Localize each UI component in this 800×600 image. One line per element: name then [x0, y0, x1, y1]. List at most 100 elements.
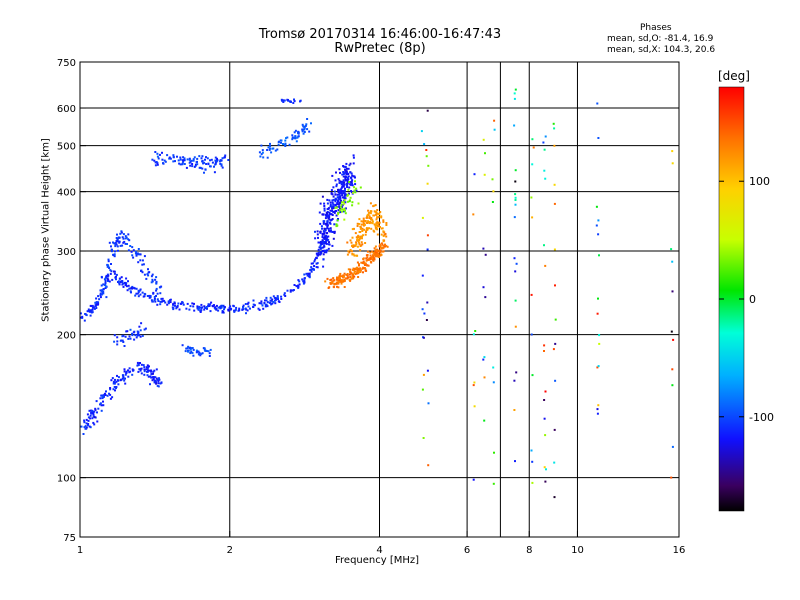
data-point — [351, 201, 354, 204]
data-point — [99, 289, 102, 292]
data-point — [317, 253, 320, 256]
data-point — [322, 222, 325, 225]
data-point — [514, 88, 517, 91]
data-point — [280, 298, 283, 300]
colorbar-tick-label: 100 — [749, 175, 770, 188]
data-point — [346, 274, 349, 277]
data-point — [319, 244, 322, 247]
data-point — [360, 226, 362, 229]
data-point — [146, 364, 149, 367]
data-point — [149, 295, 152, 297]
data-point — [344, 212, 347, 215]
data-point — [346, 183, 349, 186]
data-point — [513, 92, 516, 95]
data-point — [112, 382, 115, 385]
data-point — [192, 159, 195, 162]
data-point — [373, 247, 376, 250]
data-point — [366, 222, 369, 224]
data-point — [359, 267, 362, 270]
data-point — [597, 137, 600, 139]
data-point — [354, 244, 357, 247]
data-point — [143, 366, 146, 369]
data-point — [336, 282, 339, 285]
data-point — [200, 157, 203, 160]
data-point — [127, 233, 130, 236]
data-point — [204, 168, 207, 171]
data-point — [197, 350, 200, 353]
data-point — [329, 201, 332, 204]
data-point — [293, 131, 296, 134]
data-point — [153, 297, 156, 300]
data-point — [353, 186, 355, 189]
data-point — [381, 227, 384, 230]
data-point — [365, 254, 368, 257]
data-point — [360, 223, 363, 226]
data-point — [382, 220, 385, 223]
data-point — [380, 233, 383, 236]
data-point — [93, 307, 96, 310]
data-point — [360, 220, 363, 223]
data-point — [373, 253, 376, 256]
data-point — [379, 249, 382, 252]
data-point — [310, 268, 313, 271]
data-point — [186, 302, 189, 305]
data-point — [112, 241, 114, 244]
data-point — [359, 236, 362, 239]
data-point — [351, 244, 354, 247]
data-point — [95, 297, 98, 300]
data-point — [209, 348, 212, 351]
data-point — [343, 181, 346, 184]
data-point — [186, 347, 189, 350]
data-point — [196, 157, 199, 160]
data-point — [156, 163, 159, 166]
data-point — [323, 236, 326, 239]
data-point — [302, 132, 305, 135]
data-point — [127, 337, 130, 340]
data-point — [131, 246, 134, 249]
data-point — [544, 434, 547, 437]
data-point — [366, 215, 369, 218]
data-point — [531, 216, 534, 219]
data-point — [329, 213, 332, 216]
data-point — [352, 245, 354, 248]
data-point — [314, 230, 316, 233]
data-point — [373, 223, 376, 226]
data-point — [157, 157, 160, 160]
data-point — [205, 156, 207, 159]
data-point — [294, 137, 297, 140]
data-point — [104, 283, 107, 286]
data-point — [285, 137, 287, 140]
data-point — [87, 424, 89, 427]
data-point — [259, 155, 262, 158]
data-point — [124, 335, 127, 338]
data-point — [128, 239, 131, 242]
data-point — [376, 228, 379, 231]
data-point — [356, 225, 359, 227]
data-point — [357, 241, 360, 244]
data-point — [492, 482, 495, 485]
data-point — [83, 426, 86, 429]
data-point — [144, 327, 147, 330]
data-point — [343, 286, 346, 288]
data-point — [109, 387, 112, 389]
data-point — [352, 154, 355, 157]
data-point — [151, 300, 154, 303]
data-point — [553, 248, 556, 251]
data-point — [365, 259, 368, 262]
data-point — [338, 275, 341, 278]
data-point — [376, 216, 379, 219]
x-tick-label: 8 — [526, 545, 532, 556]
data-point — [284, 145, 287, 147]
data-point — [344, 187, 346, 190]
data-point — [108, 392, 110, 395]
data-point — [352, 162, 355, 165]
data-point — [543, 417, 546, 420]
data-point — [345, 176, 348, 178]
data-point — [121, 374, 124, 377]
data-point — [671, 384, 674, 387]
data-point — [161, 151, 163, 154]
data-point — [492, 366, 495, 369]
data-point — [179, 156, 182, 159]
data-point — [276, 148, 279, 151]
data-point — [150, 275, 153, 278]
